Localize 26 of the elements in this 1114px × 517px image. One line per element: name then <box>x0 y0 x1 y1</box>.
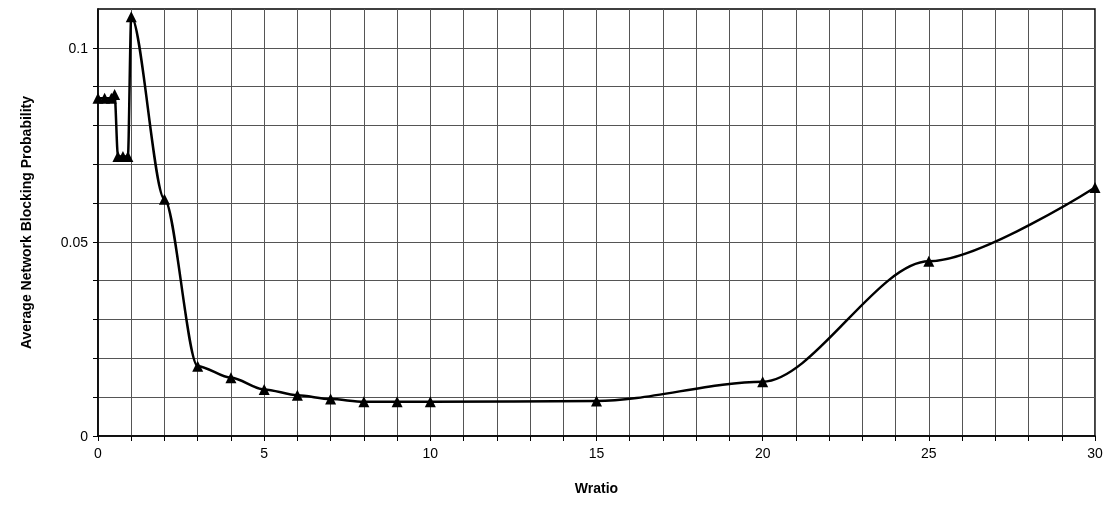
point <box>225 372 237 384</box>
x-tick-label: 5 <box>260 445 269 461</box>
point <box>125 11 137 23</box>
point <box>391 396 403 408</box>
point <box>192 360 204 372</box>
point <box>591 395 602 407</box>
point <box>1089 182 1101 194</box>
x-tick-label: 10 <box>422 445 439 461</box>
x-axis-title: Wratio <box>574 480 619 496</box>
y-tick-label: 0.1 <box>68 39 89 56</box>
point <box>325 393 337 405</box>
point <box>923 255 935 267</box>
x-tick-label: 0 <box>94 445 103 461</box>
point <box>158 193 170 205</box>
x-tick-label: 30 <box>1087 445 1103 461</box>
y-tick-label: 0.05 <box>60 233 89 250</box>
point <box>258 383 270 395</box>
point <box>291 389 303 401</box>
y-axis-title: Average Network Blocking Probability <box>18 95 34 350</box>
y-tick-label: 0 <box>80 428 89 444</box>
point <box>757 376 769 388</box>
x-tick-label: 25 <box>921 445 937 461</box>
point <box>424 396 436 408</box>
point <box>358 396 370 408</box>
x-tick-label: 20 <box>754 445 771 461</box>
x-tick-label: 15 <box>588 445 605 461</box>
